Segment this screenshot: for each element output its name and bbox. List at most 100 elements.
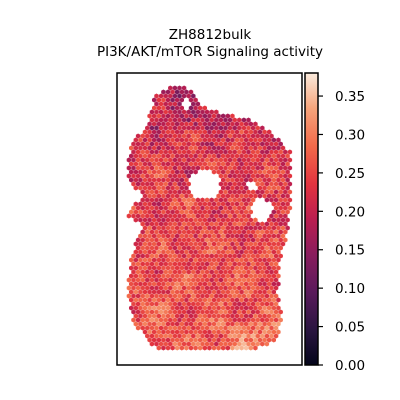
spot-hexagon: [209, 141, 214, 147]
spot-hexagon: [209, 309, 214, 315]
spot-hexagon: [142, 185, 148, 191]
spot-hexagon: [227, 205, 233, 211]
spot-hexagon: [225, 345, 231, 351]
spot-hexagon: [211, 297, 217, 303]
spot-hexagon: [151, 177, 157, 183]
spot-hexagon: [200, 341, 205, 347]
spot-hexagon: [158, 293, 164, 299]
spot-hexagon: [193, 113, 198, 119]
spot-hexagon: [218, 261, 224, 267]
spot-hexagon: [269, 213, 274, 219]
spot-hexagon: [161, 185, 166, 191]
spot-hexagon: [246, 157, 251, 163]
spot-hexagon: [271, 305, 277, 311]
spot-hexagon: [225, 153, 231, 159]
spot-hexagon: [149, 269, 155, 275]
spot-hexagon: [161, 281, 166, 287]
spot-hexagon: [225, 265, 231, 271]
spot-hexagon: [191, 253, 196, 259]
spot-hexagon: [161, 153, 166, 159]
spot-hexagon: [276, 177, 281, 183]
spot-hexagon: [186, 269, 191, 275]
spot-hexagon: [246, 285, 251, 291]
spot-hexagon: [285, 193, 290, 199]
spot-hexagon: [220, 337, 226, 343]
spot-hexagon: [188, 105, 194, 111]
spot-hexagon: [131, 173, 136, 179]
spot-hexagon: [287, 165, 293, 171]
spot-hexagon: [168, 229, 173, 235]
spot-hexagon: [248, 225, 254, 231]
spot-hexagon: [241, 205, 247, 211]
spot-hexagon: [197, 209, 203, 215]
spot-hexagon: [250, 325, 256, 331]
spot-hexagon: [273, 285, 279, 291]
spot-hexagon: [191, 269, 196, 275]
spot-hexagon: [260, 181, 265, 187]
spot-hexagon: [184, 305, 189, 311]
spot-hexagon: [156, 233, 162, 239]
spot-hexagon: [200, 213, 205, 219]
spot-hexagon: [140, 181, 145, 187]
spot-hexagon: [158, 333, 164, 339]
spot-hexagon: [188, 233, 194, 239]
spot-hexagon: [197, 145, 203, 151]
spot-hexagon: [209, 213, 214, 219]
spot-hexagon: [154, 309, 159, 315]
spot-hexagon: [278, 149, 283, 155]
spot-hexagon: [271, 337, 277, 343]
spot-hexagon: [163, 117, 168, 123]
spot-hexagon: [197, 201, 203, 207]
spot-hexagon: [260, 157, 265, 163]
spot-hexagon: [232, 221, 237, 227]
spot-hexagon: [177, 261, 182, 267]
spot-hexagon: [142, 193, 148, 199]
spot-hexagon: [181, 325, 187, 331]
spot-hexagon: [145, 213, 150, 219]
spot-hexagon: [179, 305, 185, 311]
spot-hexagon: [193, 273, 198, 279]
spot-hexagon: [149, 133, 155, 139]
spot-hexagon: [156, 193, 162, 199]
spot-hexagon: [193, 225, 198, 231]
spot-hexagon: [248, 145, 254, 151]
spot-hexagon: [234, 209, 240, 215]
spot-hexagon: [163, 245, 168, 251]
spot-hexagon: [257, 265, 263, 271]
spot-hexagon: [209, 109, 214, 115]
spot-hexagon: [232, 197, 237, 203]
spot-hexagon: [128, 265, 134, 271]
colorbar-tick-label: 0.00: [335, 358, 365, 374]
spot-hexagon: [211, 225, 217, 231]
spot-hexagon: [184, 153, 189, 159]
spot-hexagon: [172, 117, 178, 123]
spot-hexagon: [188, 321, 194, 327]
spot-hexagon: [135, 301, 141, 307]
spot-hexagon: [168, 165, 173, 171]
spot-hexagon: [184, 217, 189, 223]
spot-hexagon: [140, 317, 145, 323]
spot-hexagon: [131, 317, 136, 323]
spot-hexagon: [255, 157, 260, 163]
spot-hexagon: [163, 109, 168, 115]
spot-hexagon: [138, 169, 143, 175]
spot-hexagon: [179, 313, 185, 319]
spot-hexagon: [260, 317, 265, 323]
spot-hexagon: [184, 273, 189, 279]
spot-hexagon: [237, 333, 242, 339]
spot-hexagon: [248, 137, 254, 143]
spot-hexagon: [260, 341, 265, 347]
spot-hexagon: [140, 293, 145, 299]
spot-hexagon: [273, 189, 279, 195]
spot-hexagon: [271, 281, 277, 287]
spot-hexagon: [280, 153, 286, 159]
spot-hexagon: [248, 129, 254, 135]
spot-hexagon: [142, 137, 148, 143]
spot-hexagon: [287, 157, 293, 163]
spot-hexagon: [177, 173, 182, 179]
spot-hexagon: [225, 233, 231, 239]
spot-hexagon: [250, 141, 256, 147]
spot-hexagon: [163, 229, 168, 235]
spot-hexagon: [177, 341, 182, 347]
spot-hexagon: [255, 237, 260, 243]
